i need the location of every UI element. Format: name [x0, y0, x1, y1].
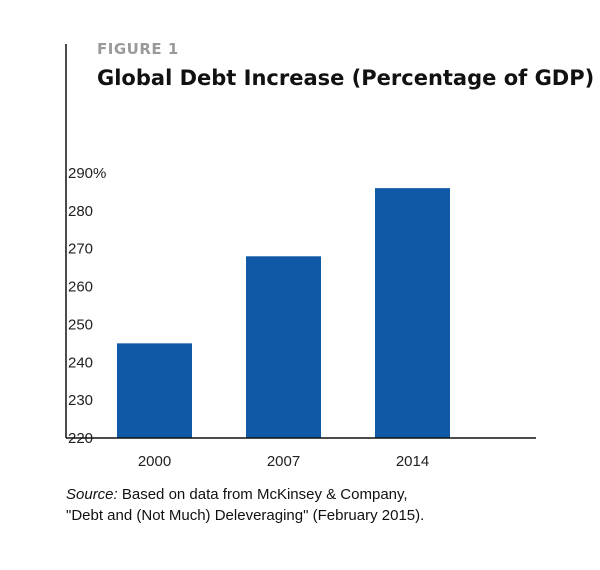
y-tick-label: 260 — [68, 279, 93, 296]
chart-title: Global Debt Increase (Percentage of GDP) — [97, 66, 595, 90]
y-tick-label: 240 — [68, 354, 93, 371]
source-note: Source: Based on data from McKinsey & Co… — [66, 484, 424, 526]
x-tick-label: 2014 — [396, 453, 429, 470]
y-tick-label: 270 — [68, 241, 93, 258]
x-tick-label: 2007 — [267, 453, 300, 470]
x-tick-label: 2000 — [138, 453, 171, 470]
y-tick-label: 280 — [68, 203, 93, 220]
y-tick-label: 250 — [68, 316, 93, 333]
bar-2007 — [246, 256, 321, 438]
bars — [117, 188, 450, 438]
bar-2000 — [117, 343, 192, 438]
y-tick-label: 290% — [68, 165, 106, 182]
source-label: Source: — [66, 486, 118, 503]
bar-2014 — [375, 188, 450, 438]
x-axis-ticks: 2000 2007 2014 — [138, 453, 429, 470]
source-text-line1: Based on data from McKinsey & Company, — [117, 486, 408, 503]
y-tick-label: 230 — [68, 392, 93, 409]
source-text-line2: "Debt and (Not Much) Deleveraging" (Febr… — [66, 507, 425, 524]
figure-label: FIGURE 1 — [97, 40, 179, 58]
